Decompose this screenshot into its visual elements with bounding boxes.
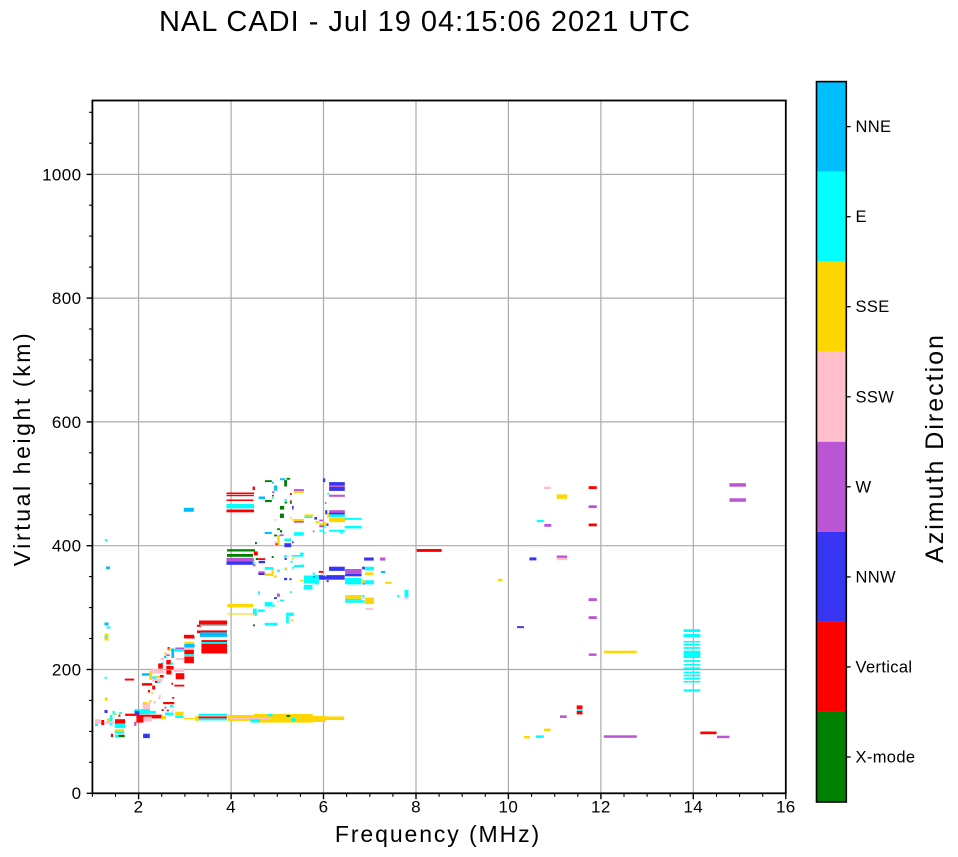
svg-text:SSE: SSE <box>856 298 890 316</box>
svg-text:NAL CADI - Jul 19 04:15:06 202: NAL CADI - Jul 19 04:15:06 2021 UTC <box>159 6 691 38</box>
svg-text:0: 0 <box>72 784 82 803</box>
svg-text:Frequency (MHz): Frequency (MHz) <box>335 821 541 847</box>
svg-text:E: E <box>856 208 867 226</box>
svg-text:X-mode: X-mode <box>856 749 916 767</box>
svg-text:Virtual height (km): Virtual height (km) <box>9 331 35 567</box>
svg-text:8: 8 <box>411 798 421 817</box>
svg-text:Vertical: Vertical <box>856 658 913 676</box>
svg-text:14: 14 <box>683 798 703 817</box>
svg-text:600: 600 <box>52 413 82 432</box>
svg-text:W: W <box>856 478 872 496</box>
svg-text:800: 800 <box>52 289 82 308</box>
svg-text:16: 16 <box>776 798 796 817</box>
svg-text:200: 200 <box>52 660 82 679</box>
svg-text:10: 10 <box>499 798 519 817</box>
svg-text:400: 400 <box>52 537 82 556</box>
svg-text:SSW: SSW <box>856 388 895 406</box>
svg-text:Azimuth Direction: Azimuth Direction <box>921 333 949 563</box>
svg-text:NNW: NNW <box>856 568 897 586</box>
svg-text:NNE: NNE <box>856 118 892 136</box>
svg-text:12: 12 <box>591 798 611 817</box>
svg-text:6: 6 <box>319 798 329 817</box>
svg-text:4: 4 <box>226 798 236 817</box>
svg-text:1000: 1000 <box>42 165 81 184</box>
svg-text:2: 2 <box>134 798 144 817</box>
